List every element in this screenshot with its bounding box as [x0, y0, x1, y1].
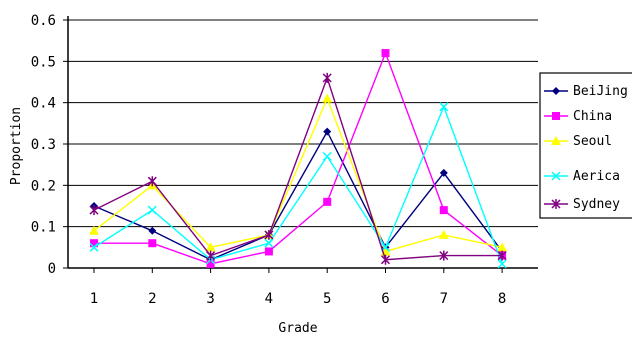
y-tick-labels: 0 0.1 0.2 0.3 0.4 0.5 0.6	[31, 13, 68, 277]
data-point-aerica	[439, 102, 449, 112]
data-point-sydney	[89, 205, 99, 216]
data-point-beijing	[148, 226, 157, 235]
series-line-aerica	[93, 104, 503, 265]
legend-label-sydney: Sydney	[573, 197, 620, 212]
legend-label-aerica: Aerica	[573, 169, 620, 184]
data-point-china	[264, 247, 273, 256]
legend-label-beijing: BeiJing	[573, 84, 628, 99]
data-point-aerica	[497, 259, 507, 269]
data-point-sydney	[206, 250, 216, 261]
y-tick-label: 0.2	[31, 178, 56, 194]
legend-marker-aerica	[551, 171, 561, 181]
data-point-sydney	[147, 176, 157, 187]
x-tick-label: 7	[440, 291, 448, 307]
data-point-sydney	[380, 254, 391, 265]
series-aerica	[89, 102, 507, 269]
legend-item-sydney: Sydney	[544, 197, 620, 212]
legend-item-seoul: Seoul	[544, 134, 612, 149]
y-tick-label: 0.3	[31, 137, 56, 153]
x-tick-label: 4	[265, 291, 273, 307]
series-sydney	[89, 72, 507, 265]
series-lines	[89, 49, 508, 269]
data-point-china	[323, 197, 332, 206]
x-tick-label: 1	[90, 291, 98, 307]
x-tick-label: 3	[206, 291, 214, 307]
y-tick-label: 0.6	[31, 13, 56, 29]
series-line-seoul	[93, 96, 503, 253]
x-tick-label: 2	[148, 291, 156, 307]
data-point-sydney	[322, 72, 332, 83]
legend-item-china: China	[544, 109, 612, 124]
data-point-aerica	[89, 242, 99, 252]
x-tick-label: 5	[323, 291, 331, 307]
legend-marker-seoul	[551, 136, 561, 145]
x-axis-title: Grade	[278, 321, 317, 336]
data-point-sydney	[497, 250, 507, 261]
data-point-aerica	[264, 238, 274, 248]
data-point-seoul	[322, 93, 333, 103]
legend: BeiJing China Seoul Aerica Sydney	[539, 72, 632, 219]
legend-item-beijing: BeiJing	[544, 84, 628, 99]
data-point-china	[381, 49, 390, 58]
data-point-beijing	[439, 168, 448, 177]
axes	[67, 16, 538, 269]
y-tick-label: 0	[48, 261, 56, 277]
x-tick-label: 8	[498, 291, 506, 307]
x-tick-labels: 1 2 3 4 5 6 7 8	[90, 268, 506, 307]
y-axis-title: Proportion	[9, 107, 24, 185]
data-point-seoul	[497, 242, 508, 252]
data-point-sydney	[264, 229, 274, 240]
data-point-aerica	[147, 205, 157, 215]
legend-box	[539, 72, 632, 219]
legend-marker-beijing	[552, 87, 560, 95]
legend-marker-sydney	[551, 199, 561, 209]
legend-item-aerica: Aerica	[544, 169, 620, 184]
y-tick-label: 0.4	[31, 96, 56, 112]
legend-label-seoul: Seoul	[573, 134, 612, 149]
data-point-china	[439, 206, 448, 215]
y-tick-label: 0.5	[31, 54, 56, 70]
data-point-seoul	[89, 225, 99, 235]
data-point-seoul	[438, 229, 449, 239]
data-point-aerica	[322, 151, 332, 161]
legend-marker-china	[552, 112, 560, 120]
data-point-sydney	[439, 250, 449, 261]
legend-label-china: China	[573, 109, 612, 124]
series-line-sydney	[93, 75, 503, 261]
data-point-seoul	[205, 242, 216, 252]
data-point-china	[148, 239, 157, 248]
data-point-china	[206, 259, 215, 268]
x-tick-label: 6	[381, 291, 389, 307]
series-line-china	[94, 51, 503, 265]
data-point-beijing	[323, 127, 332, 136]
y-tick-label: 0.1	[31, 220, 56, 236]
data-point-china	[90, 239, 98, 248]
